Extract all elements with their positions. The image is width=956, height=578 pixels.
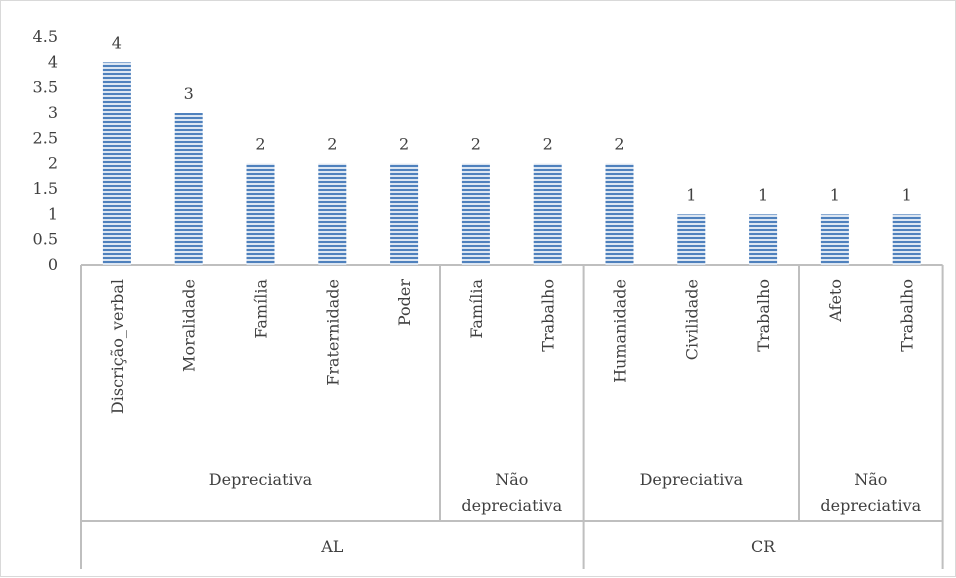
y-tick-label: 4 bbox=[48, 52, 58, 71]
category-label: Moralidade bbox=[180, 279, 199, 372]
bar bbox=[102, 62, 131, 266]
category-label: Discrição_verbal bbox=[108, 279, 127, 414]
category-label: Civilidade bbox=[682, 279, 701, 360]
category-label: Afeto bbox=[826, 279, 845, 323]
bar bbox=[677, 214, 706, 265]
bar bbox=[318, 163, 347, 265]
group-label-level2: depreciativa bbox=[461, 496, 562, 515]
data-label: 2 bbox=[255, 135, 265, 154]
group-label-level1: AL bbox=[320, 537, 344, 556]
y-tick-label: 2.5 bbox=[33, 128, 58, 147]
bar bbox=[892, 214, 921, 265]
group-label-level2: Depreciativa bbox=[640, 470, 744, 489]
group-label-level2: Não bbox=[495, 470, 528, 489]
y-tick-label: 3 bbox=[48, 103, 58, 122]
category-label: Fraternidade bbox=[323, 279, 342, 386]
data-label: 2 bbox=[614, 135, 624, 154]
y-tick-label: 0.5 bbox=[33, 230, 58, 249]
bar bbox=[533, 163, 562, 265]
category-label: Trabalho bbox=[539, 279, 558, 352]
y-tick-label: 3.5 bbox=[33, 78, 58, 97]
category-label: Família bbox=[467, 279, 486, 339]
data-label: 4 bbox=[112, 33, 122, 52]
bar bbox=[605, 163, 634, 265]
bar bbox=[749, 214, 778, 265]
y-tick-label: 1.5 bbox=[33, 179, 58, 198]
y-tick-label: 4.5 bbox=[33, 27, 58, 46]
data-label: 2 bbox=[543, 135, 553, 154]
y-tick-label: 2 bbox=[48, 154, 58, 173]
bar bbox=[820, 214, 849, 265]
data-label: 1 bbox=[686, 185, 696, 204]
data-label: 1 bbox=[830, 185, 840, 204]
category-label: Família bbox=[252, 279, 271, 339]
data-label: 1 bbox=[758, 185, 768, 204]
bar bbox=[390, 163, 419, 265]
group-label-level2: Não bbox=[854, 470, 887, 489]
bar bbox=[246, 163, 275, 265]
bar bbox=[174, 113, 203, 265]
bar bbox=[461, 163, 490, 265]
data-label: 1 bbox=[902, 185, 912, 204]
category-label: Trabalho bbox=[754, 279, 773, 352]
group-label-level2: depreciativa bbox=[820, 496, 921, 515]
data-label: 2 bbox=[327, 135, 337, 154]
category-label: Trabalho bbox=[898, 279, 917, 352]
category-label: Poder bbox=[395, 279, 414, 326]
group-label-level1: CR bbox=[751, 537, 776, 556]
y-tick-label: 1 bbox=[48, 204, 58, 223]
y-tick-label: 0 bbox=[48, 255, 58, 274]
data-label: 2 bbox=[471, 135, 481, 154]
data-label: 2 bbox=[399, 135, 409, 154]
category-label: Humanidade bbox=[611, 279, 630, 383]
data-label: 3 bbox=[184, 84, 194, 103]
group-label-level2: Depreciativa bbox=[209, 470, 313, 489]
